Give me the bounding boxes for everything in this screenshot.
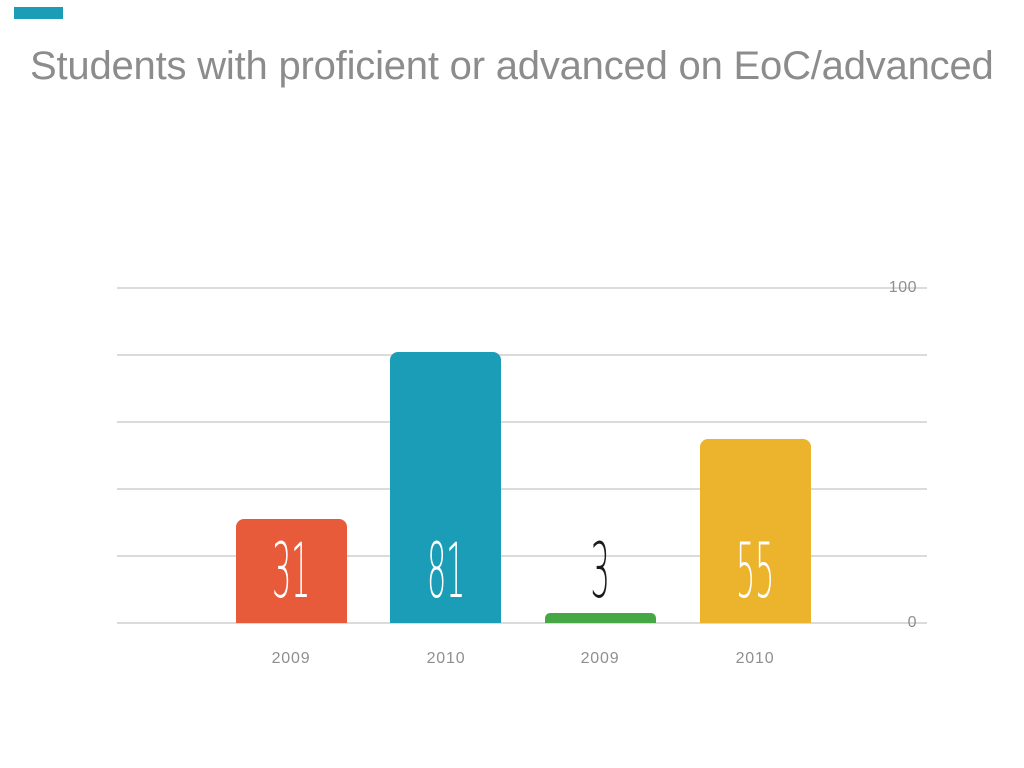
x-axis-tick-label: 2009 (271, 650, 311, 667)
bar (390, 352, 501, 623)
chart-title: Students with proficient or advanced on … (30, 44, 994, 88)
gridline (117, 622, 927, 624)
gridline (117, 421, 927, 423)
gridline (117, 488, 927, 490)
gridline (117, 354, 927, 356)
bar-value-label: 3 (590, 526, 610, 615)
bar (700, 439, 811, 623)
bar-value-label: 55 (736, 526, 774, 615)
bar-value-label: 31 (272, 526, 310, 615)
bar (236, 519, 347, 623)
gridline (117, 555, 927, 557)
y-axis-tick-label: 100 (888, 279, 917, 296)
gridline (117, 287, 927, 289)
x-axis-tick-label: 2009 (580, 650, 620, 667)
bar (545, 613, 656, 623)
bar-value-label: 81 (427, 526, 465, 615)
x-axis-tick-label: 2010 (735, 650, 775, 667)
x-axis-tick-label: 2010 (426, 650, 466, 667)
accent-bar (14, 7, 63, 19)
y-axis-tick-label: 0 (907, 614, 917, 631)
